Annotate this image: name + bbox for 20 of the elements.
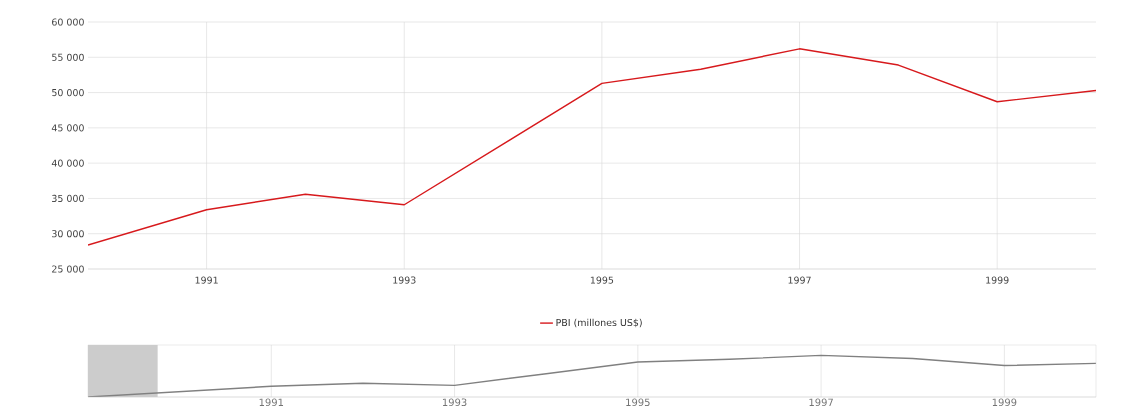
y-tick-label: 40 000 (51, 159, 84, 167)
x-tick-label: 1993 (442, 398, 467, 407)
x-tick-label: 1997 (788, 276, 811, 284)
y-tick-label: 45 000 (51, 124, 84, 132)
x-tick-label: 1997 (809, 398, 833, 407)
y-tick-label: 30 000 (52, 230, 84, 238)
x-tick-label: 1991 (259, 398, 284, 407)
x-tick-label: 1999 (992, 398, 1017, 407)
y-tick-label: 50 000 (52, 88, 84, 97)
legend-label: PBI (millones US$) (556, 318, 642, 328)
x-tick-label: 1999 (986, 276, 1009, 284)
y-tick-label: 35 000 (52, 194, 84, 203)
x-tick-label: 1995 (590, 276, 614, 284)
y-tick-label: 55 000 (52, 53, 84, 61)
x-tick-label: 1995 (626, 398, 650, 407)
x-tick-label: 1991 (195, 276, 218, 284)
y-tick-label: 60 000 (52, 18, 84, 26)
line-series (88, 48, 1097, 246)
y-tick-label: 25 000 (52, 265, 84, 273)
x-tick-label: 1993 (393, 276, 416, 284)
